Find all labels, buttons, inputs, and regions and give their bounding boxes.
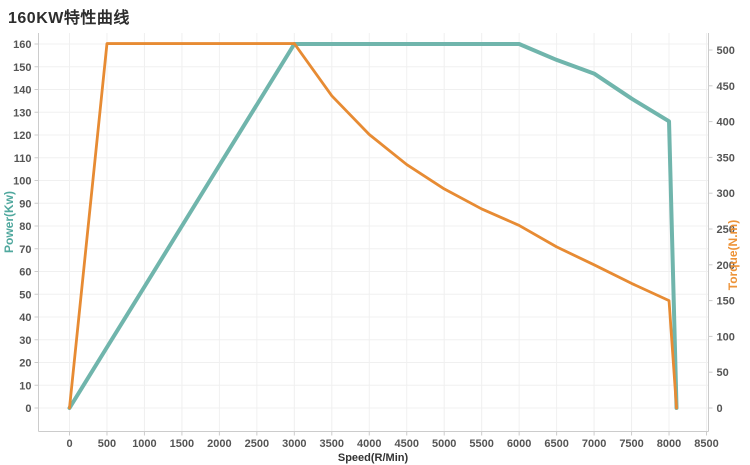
power-tick-label: 80 <box>19 221 31 233</box>
torque-tick-label: 300 <box>717 188 735 200</box>
torque-tick-label: 350 <box>717 152 735 164</box>
power-tick-label: 90 <box>19 198 31 210</box>
x-tick-label: 500 <box>98 438 116 450</box>
x-tick-label: 7000 <box>582 438 606 450</box>
x-tick-label: 6500 <box>544 438 568 450</box>
x-tick-label: 8500 <box>694 438 718 450</box>
x-tick-label: 2000 <box>207 438 231 450</box>
x-tick-label: 6000 <box>507 438 531 450</box>
power-tick-label: 20 <box>19 358 31 370</box>
torque-tick-label: 150 <box>717 296 735 308</box>
x-tick-label: 1500 <box>170 438 194 450</box>
x-tick-label: 1000 <box>132 438 156 450</box>
chart-title: 160KW特性曲线 <box>8 10 130 27</box>
x-tick-label: 0 <box>66 438 72 450</box>
power-tick-label: 70 <box>19 244 31 256</box>
power-tick-label: 50 <box>19 289 31 301</box>
x-tick-label: 2500 <box>245 438 269 450</box>
power-tick-label: 120 <box>13 130 31 142</box>
power-tick-label: 160 <box>13 39 31 51</box>
torque-tick-label: 0 <box>717 403 723 415</box>
torque-tick-label: 450 <box>717 81 735 93</box>
x-tick-label: 5500 <box>469 438 493 450</box>
gridlines <box>38 33 709 432</box>
axis-labels: 0 500 1000 1500 2000 2500 3000 3500 4000 4500 5000… <box>13 39 735 450</box>
plot-area[interactable] <box>67 42 679 410</box>
torque-tick-label: 100 <box>717 331 735 343</box>
power-tick-label: 10 <box>19 380 31 392</box>
power-tick-label: 40 <box>19 312 31 324</box>
torque-tick-label: 50 <box>717 367 729 379</box>
power-tick-label: 110 <box>14 153 32 165</box>
power-tick-label: 0 <box>25 403 31 415</box>
torque-tick-label: 500 <box>717 45 735 57</box>
torque-tick-label: 250 <box>717 224 735 236</box>
power-tick-label: 150 <box>13 62 31 74</box>
right-axis-title: Torque(N.m) <box>726 220 740 290</box>
x-tick-label: 4500 <box>394 438 418 450</box>
power-tick-label: 60 <box>19 267 31 279</box>
x-tick-label: 5000 <box>432 438 456 450</box>
x-tick-label: 4000 <box>357 438 381 450</box>
power-tick-label: 130 <box>13 107 31 119</box>
x-axis-title: Speed(R/Min) <box>338 452 409 464</box>
power-tick-label: 100 <box>13 176 31 188</box>
left-axis-title: Power(Kw) <box>2 191 16 253</box>
power-tick-label: 140 <box>13 85 31 97</box>
x-tick-label: 3500 <box>320 438 344 450</box>
power-tick-label: 30 <box>19 335 31 347</box>
torque-tick-label: 400 <box>717 117 735 129</box>
x-tick-label: 7500 <box>619 438 643 450</box>
torque-curve[interactable] <box>68 42 678 410</box>
power-curve[interactable] <box>67 42 679 410</box>
torque-tick-label: 200 <box>717 260 735 272</box>
x-tick-label: 8000 <box>657 438 681 450</box>
x-tick-label: 3000 <box>282 438 306 450</box>
axes <box>34 33 713 436</box>
